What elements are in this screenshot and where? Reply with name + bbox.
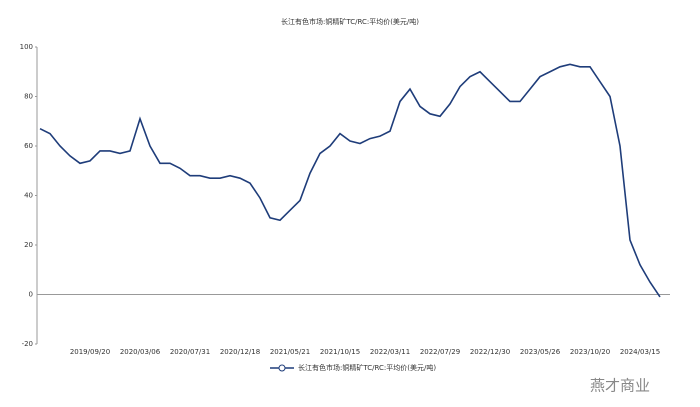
x-tick-label: 2022/07/29 (420, 348, 460, 356)
x-tick-label: 2020/07/31 (170, 348, 210, 356)
x-tick-label: 2021/05/21 (270, 348, 310, 356)
x-tick-label: 2023/05/26 (520, 348, 561, 356)
x-tick-label: 2020/12/18 (220, 348, 260, 356)
legend-label: 长江有色市场:铜精矿TC/RC:平均价(美元/吨) (298, 363, 436, 372)
y-tick-label: 100 (20, 43, 33, 51)
y-tick-label: 20 (24, 241, 33, 249)
chart-title: 长江有色市场:铜精矿TC/RC:平均价(美元/吨) (281, 17, 419, 26)
data-line (40, 64, 660, 297)
x-tick-label: 2023/10/20 (570, 348, 610, 356)
y-tick-label: 80 (24, 93, 33, 101)
x-tick-label: 2020/03/06 (120, 348, 161, 356)
y-tick-label: 60 (24, 142, 33, 150)
chart: 长江有色市场:铜精矿TC/RC:平均价(美元/吨) 燕才商业 -20 0 20 40 6… (0, 0, 700, 403)
y-tick-label: -20 (22, 340, 33, 348)
y-tick-label: 40 (24, 192, 33, 200)
x-tick-label: 2022/03/11 (370, 348, 410, 356)
x-tick-label: 2021/10/15 (320, 348, 360, 356)
x-tick-label: 2022/12/30 (470, 348, 510, 356)
legend-marker (279, 365, 285, 371)
x-tick-label: 2024/03/15 (620, 348, 660, 356)
watermark: 燕才商业 (590, 377, 650, 395)
x-tick-label: 2019/09/20 (70, 348, 110, 356)
y-tick-label: 0 (29, 291, 33, 299)
